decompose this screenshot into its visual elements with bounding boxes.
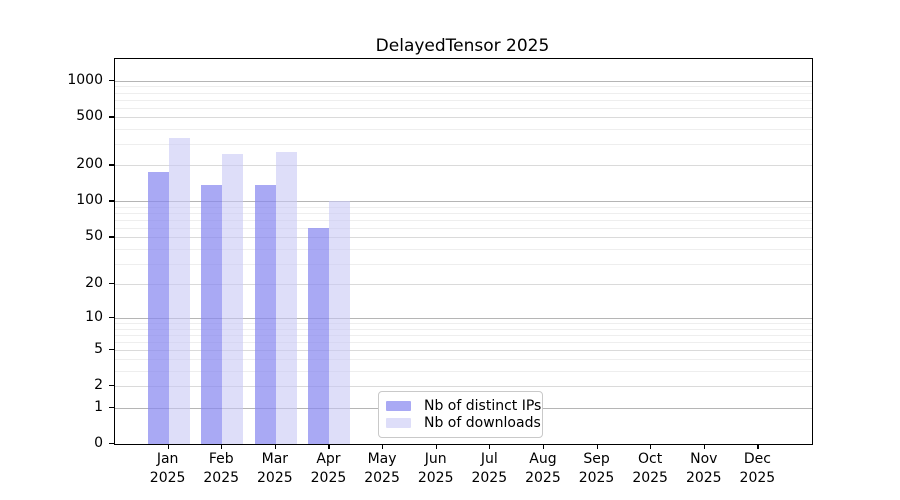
y-tick-label-10: 10 <box>85 308 103 325</box>
x-tick-label-nov: Nov 2025 <box>685 451 722 486</box>
x-tick-label-apr: Apr 2025 <box>310 451 347 486</box>
y-tick-label-100: 100 <box>76 192 103 209</box>
y-tick-label-20: 20 <box>85 275 103 291</box>
x-tick-label-sep: Sep 2025 <box>578 451 615 486</box>
legend-swatch-downloads <box>386 418 411 429</box>
gridline-300 <box>115 144 812 146</box>
gridline-400 <box>115 129 812 131</box>
x-tick-label-oct: Oct 2025 <box>632 451 668 486</box>
x-tick-label-mar: Mar 2025 <box>257 451 293 486</box>
gridline-3 <box>115 371 812 373</box>
legend-item-downloads: Nb of downloads <box>386 415 541 433</box>
x-tick-mark-may <box>382 444 384 449</box>
x-tick-mark-jan <box>167 444 169 449</box>
y-tick-label-5: 5 <box>94 340 103 357</box>
y-tick-mark <box>109 443 114 445</box>
gridline-70 <box>115 219 812 221</box>
bar-downloads-feb <box>222 153 244 444</box>
gridline-9 <box>115 323 812 324</box>
gridline-4 <box>115 359 812 361</box>
x-tick-label-feb: Feb 2025 <box>203 451 240 486</box>
y-tick-label-500: 500 <box>76 108 103 125</box>
x-tick-label-dec: Dec 2025 <box>739 451 776 486</box>
x-tick-mark-mar <box>274 444 277 449</box>
gridline-900 <box>115 86 812 88</box>
x-tick-mark-sep <box>596 444 598 449</box>
x-tick-label-jan: Jan 2025 <box>149 451 186 486</box>
legend-label-downloads: Nb of downloads <box>424 415 541 432</box>
gridline-800 <box>115 92 812 94</box>
y-tick-label-200: 200 <box>76 156 103 173</box>
gridline-90 <box>115 206 812 208</box>
gridline-1000 <box>115 80 812 82</box>
gridline-60 <box>115 227 812 229</box>
gridline-500 <box>115 117 812 119</box>
x-tick-mark-feb <box>221 444 223 449</box>
x-tick-label-jul: Jul 2025 <box>471 451 508 486</box>
gridline-6 <box>115 341 812 343</box>
legend-item-distinct-ips: Nb of distinct IPs <box>386 397 541 415</box>
gridline-600 <box>115 107 812 109</box>
bar-downloads-apr <box>329 201 351 444</box>
y-tick-label-50: 50 <box>85 228 103 245</box>
gridline-700 <box>115 99 812 101</box>
bar-distinct-ips-apr <box>308 227 330 444</box>
gridline-2 <box>115 386 812 388</box>
x-tick-mark-nov <box>703 444 705 449</box>
gridline-10 <box>115 317 812 319</box>
y-tick-label-1: 1 <box>94 398 103 415</box>
y-tick-mark <box>109 316 114 319</box>
chart-title: DelayedTensor 2025 <box>375 36 550 56</box>
y-tick-mark <box>109 406 114 408</box>
x-tick-mark-apr <box>328 444 330 449</box>
y-tick-mark <box>109 236 114 238</box>
legend: Nb of distinct IPs Nb of downloads <box>378 391 543 438</box>
gridline-40 <box>115 248 812 250</box>
x-tick-label-aug: Aug 2025 <box>525 451 561 486</box>
x-tick-mark-jul <box>489 444 491 449</box>
bar-downloads-mar <box>275 151 297 444</box>
y-tick-mark <box>109 79 114 82</box>
gridline-8 <box>115 328 812 330</box>
gridline-30 <box>115 263 812 265</box>
y-tick-mark <box>109 200 114 202</box>
gridline-50 <box>115 237 812 239</box>
x-tick-mark-jun <box>435 444 437 449</box>
gridline-20 <box>115 284 812 285</box>
legend-label-distinct-ips: Nb of distinct IPs <box>424 397 542 414</box>
bar-distinct-ips-mar <box>254 185 276 444</box>
y-tick-mark <box>109 348 114 351</box>
legend-swatch-distinct-ips <box>386 400 411 411</box>
x-tick-mark-aug <box>542 444 545 449</box>
bar-distinct-ips-feb <box>201 184 223 444</box>
bar-downloads-jan <box>168 138 190 444</box>
gridline-200 <box>115 165 812 167</box>
gridline-80 <box>115 213 812 215</box>
gridline-7 <box>115 334 812 336</box>
gridline-5 <box>115 349 812 351</box>
y-tick-label-2: 2 <box>94 377 103 394</box>
x-tick-label-may: May 2025 <box>364 451 400 486</box>
y-tick-label-0: 0 <box>94 435 103 451</box>
y-tick-mark <box>109 116 114 118</box>
y-tick-label-1000: 1000 <box>67 71 103 88</box>
x-tick-mark-dec <box>757 444 759 449</box>
x-tick-label-jun: Jun 2025 <box>417 451 454 486</box>
y-tick-mark <box>109 283 114 285</box>
gridline-100 <box>115 201 812 203</box>
y-tick-mark <box>109 164 114 166</box>
y-tick-mark <box>109 385 114 387</box>
bar-distinct-ips-jan <box>147 172 169 444</box>
x-tick-mark-oct <box>650 444 652 449</box>
plot-area <box>114 58 813 445</box>
